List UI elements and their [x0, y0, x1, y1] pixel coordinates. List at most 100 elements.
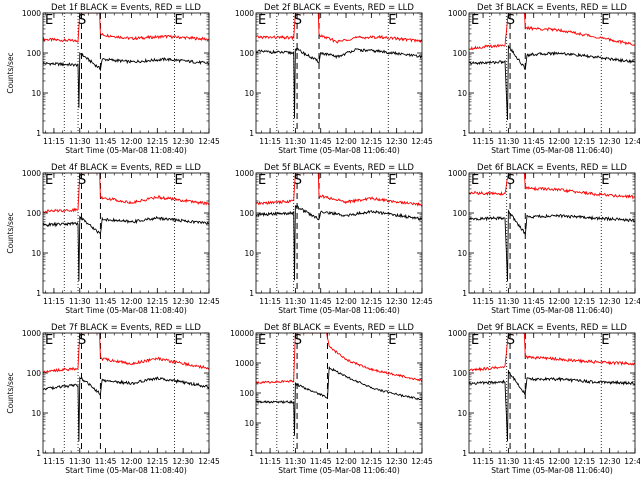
x-tick-label: 12:15 — [361, 297, 383, 306]
series-group — [256, 173, 422, 281]
x-tick-label: 11:45 — [310, 457, 332, 466]
series-group — [43, 333, 209, 442]
chart-panel-8: Det 8f BLACK = Events, RED = LLD 1 10 100 10… — [230, 323, 433, 475]
y-tick-label: 1 — [249, 129, 254, 138]
series-line-lld — [469, 173, 635, 200]
x-tick-label: 11:30 — [285, 297, 307, 306]
x-tick-label: 12:45 — [198, 457, 220, 466]
x-tick-label: 11:15 — [259, 297, 281, 306]
x-tick-label: 11:45 — [95, 137, 117, 146]
x-tick-label: 11:45 — [523, 457, 545, 466]
chart-panel-5: Det 5f BLACK = Events, RED = LLD 1 10 100 10… — [235, 163, 433, 315]
y-tick-label: 1000 — [22, 169, 41, 178]
plot-frame — [468, 172, 636, 294]
y-tick-label: 100 — [27, 369, 42, 378]
y-tick-label: 10 — [31, 89, 41, 98]
x-tick-label: 11:30 — [285, 457, 307, 466]
y-tick-label: 10 — [244, 419, 254, 428]
x-tick-label: 12:00 — [121, 137, 143, 146]
x-tick-label: 11:15 — [472, 297, 494, 306]
series-line-events — [256, 366, 422, 436]
x-tick-label: 12:45 — [198, 297, 220, 306]
x-tick-label: 12:30 — [599, 297, 621, 306]
x-axis-label: Start Time (05-Mar-08 11:08:40) — [65, 466, 187, 475]
x-tick-label: 12:15 — [146, 137, 168, 146]
x-tick-label: 12:00 — [548, 457, 570, 466]
x-tick-label: 11:45 — [95, 457, 117, 466]
marker-label: S — [294, 13, 302, 28]
chart-title: Det 9f BLACK = Events, RED = LLD — [477, 323, 627, 333]
x-tick-label: 12:30 — [172, 137, 194, 146]
plot-frame — [42, 172, 210, 294]
chart-title: Det 1f BLACK = Events, RED = LLD — [51, 3, 201, 13]
x-tick-label: 12:30 — [172, 457, 194, 466]
x-tick-label: 12:15 — [361, 137, 383, 146]
x-tick-label: 12:30 — [386, 457, 408, 466]
x-tick-label: 11:15 — [43, 297, 65, 306]
chart-panel-4: Det 4f BLACK = Events, RED = LLD 1 10 100 10… — [6, 163, 220, 315]
y-tick-label: 1 — [462, 129, 467, 138]
series-line-lld — [469, 13, 635, 51]
series-line-lld — [256, 173, 422, 207]
series-line-events — [43, 51, 209, 108]
x-tick-label: 11:45 — [523, 137, 545, 146]
y-tick-label: 1 — [36, 129, 41, 138]
chart-title: Det 5f BLACK = Events, RED = LLD — [264, 163, 414, 173]
marker-label: S — [78, 333, 86, 348]
series-group — [469, 173, 635, 282]
x-axis-label: Start Time (05-Mar-08 11:08:40) — [65, 306, 187, 315]
marker-label: E — [175, 173, 183, 188]
y-axis-label: Counts/sec — [6, 52, 15, 93]
marker-label: S — [294, 173, 302, 188]
x-axis-label: Start Time (05-Mar-08 11:06:40) — [491, 466, 613, 475]
x-tick-label: 12:00 — [548, 297, 570, 306]
marker-label: E — [471, 173, 479, 188]
x-tick-label: 12:15 — [146, 457, 168, 466]
series-line-lld — [43, 333, 209, 374]
marker-label: E — [471, 333, 479, 348]
y-tick-label: 1 — [36, 449, 41, 458]
x-tick-label: 11:30 — [69, 297, 91, 306]
plot-frame — [255, 12, 423, 134]
y-tick-label: 100 — [453, 209, 468, 218]
y-tick-label: 100 — [453, 49, 468, 58]
chart-panel-1: Det 1f BLACK = Events, RED = LLD 1 10 100 10… — [6, 3, 220, 155]
x-tick-label: 11:30 — [498, 457, 520, 466]
y-tick-label: 100 — [453, 369, 468, 378]
x-tick-label: 12:00 — [121, 297, 143, 306]
x-tick-label: 11:15 — [43, 137, 65, 146]
x-tick-label: 12:45 — [411, 297, 433, 306]
x-tick-label: 12:30 — [172, 297, 194, 306]
marker-label: E — [258, 13, 266, 28]
marker-label: E — [388, 333, 396, 348]
x-tick-label: 12:15 — [574, 137, 596, 146]
y-tick-label: 100 — [27, 49, 42, 58]
x-tick-label: 11:30 — [285, 137, 307, 146]
y-tick-label: 10 — [457, 89, 467, 98]
marker-label: S — [78, 13, 86, 28]
marker-label: S — [78, 173, 86, 188]
y-tick-label: 100 — [240, 389, 255, 398]
marker-label: E — [45, 173, 53, 188]
x-tick-label: 12:45 — [198, 137, 220, 146]
chart-title: Det 8f BLACK = Events, RED = LLD — [264, 323, 414, 333]
x-tick-label: 11:45 — [310, 297, 332, 306]
series-group — [256, 13, 422, 119]
x-tick-label: 11:30 — [498, 297, 520, 306]
x-tick-label: 12:45 — [624, 297, 640, 306]
chart-title: Det 3f BLACK = Events, RED = LLD — [477, 3, 627, 13]
series-line-lld — [43, 173, 209, 214]
y-tick-label: 1000 — [235, 9, 254, 18]
y-tick-label: 1 — [36, 289, 41, 298]
y-tick-label: 1000 — [448, 9, 467, 18]
x-tick-label: 11:30 — [69, 457, 91, 466]
series-line-lld — [256, 13, 422, 44]
y-tick-label: 1000 — [235, 359, 254, 368]
x-tick-label: 11:30 — [498, 137, 520, 146]
y-axis-label: Counts/sec — [6, 372, 15, 413]
plot-frame — [42, 332, 210, 454]
x-tick-label: 11:30 — [69, 137, 91, 146]
marker-label: E — [601, 173, 609, 188]
plot-frame — [255, 172, 423, 294]
